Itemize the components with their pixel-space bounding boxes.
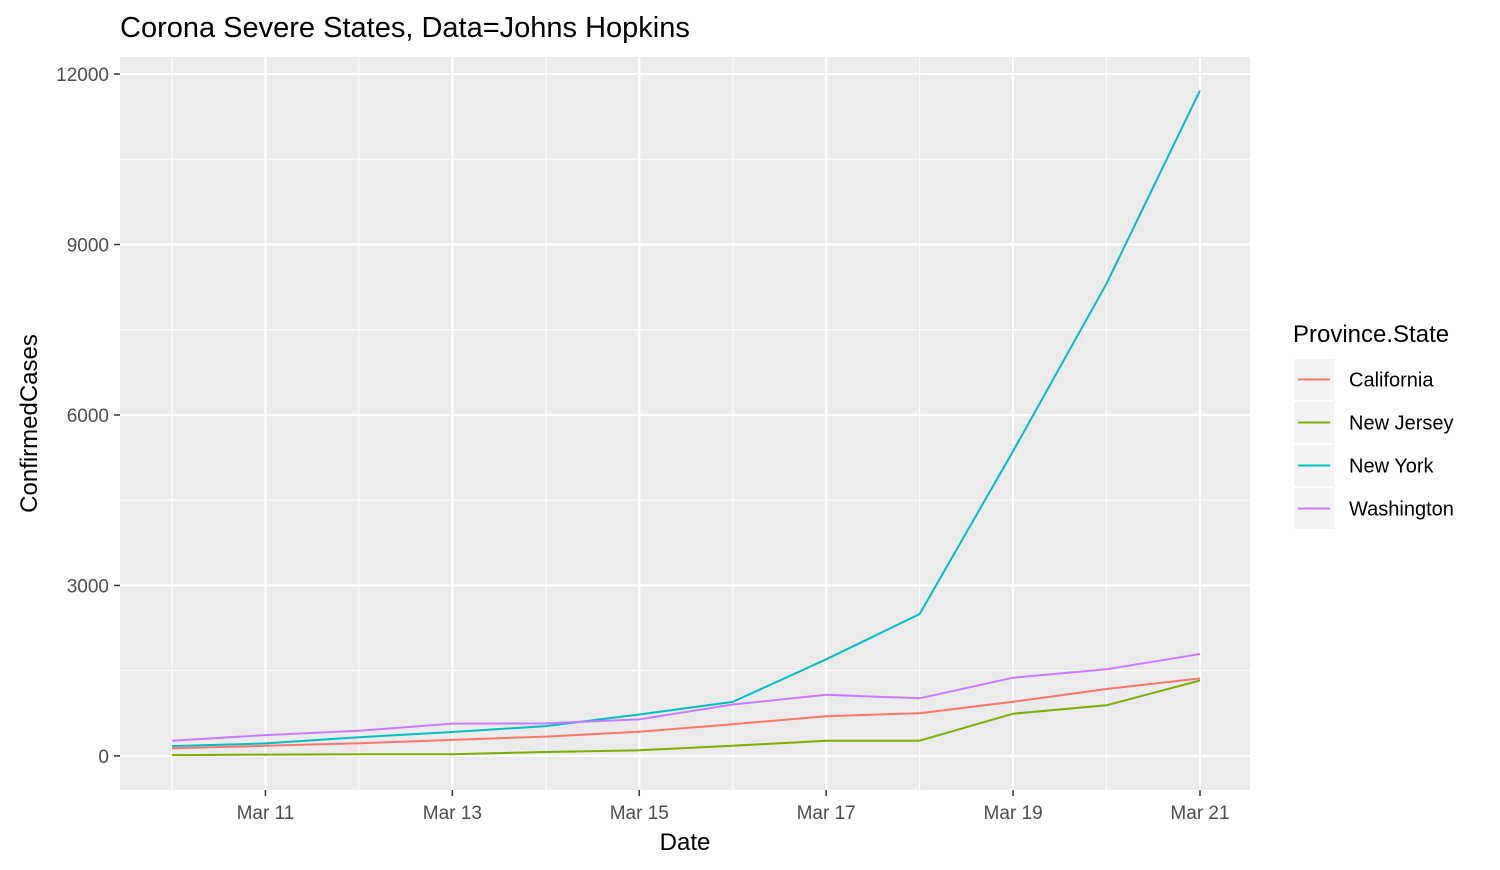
series-line-new-york [171,90,1201,748]
legend-label-washington: Washington [1349,499,1454,521]
x-tick-label: Mar 13 [423,803,482,824]
x-tick-label: Mar 11 [237,803,295,824]
series-line-california [171,677,1201,750]
y-tick-label: 12000 [56,65,109,86]
y-axis-title: ConfirmedCases [16,334,43,513]
x-tick-label: Mar 21 [1170,803,1229,824]
major-gridlines [120,57,1250,790]
series-lines [171,90,1201,757]
legend-label-new-jersey: New Jersey [1349,413,1453,435]
legend: Province.State California New Jersey New Y… [1293,321,1454,529]
x-axis: Mar 11 Mar 13 Mar 15 Mar 17 Mar 19 Mar 21 [237,790,1230,824]
chart-title: Corona Severe States, Data=Johns Hopkins [120,12,690,44]
y-tick-label: 3000 [67,576,109,597]
legend-title: Province.State [1293,321,1449,348]
y-tick-label: 6000 [67,406,109,427]
series-line-washington [171,653,1201,742]
minor-gridlines [120,57,1250,790]
x-tick-label: Mar 19 [984,803,1043,824]
x-tick-label: Mar 15 [610,803,669,824]
y-axis: 0 3000 6000 9000 12000 [56,65,120,768]
y-tick-label: 9000 [67,236,109,257]
series-line-new-jersey [171,679,1201,757]
legend-label-new-york: New York [1349,456,1434,478]
legend-items: California New Jersey New York Washington [1294,359,1454,529]
y-tick-label: 0 [98,747,109,768]
x-axis-title: Date [660,829,711,856]
legend-label-california: California [1349,370,1434,392]
x-tick-label: Mar 17 [797,803,856,824]
plot-panel [120,57,1250,790]
